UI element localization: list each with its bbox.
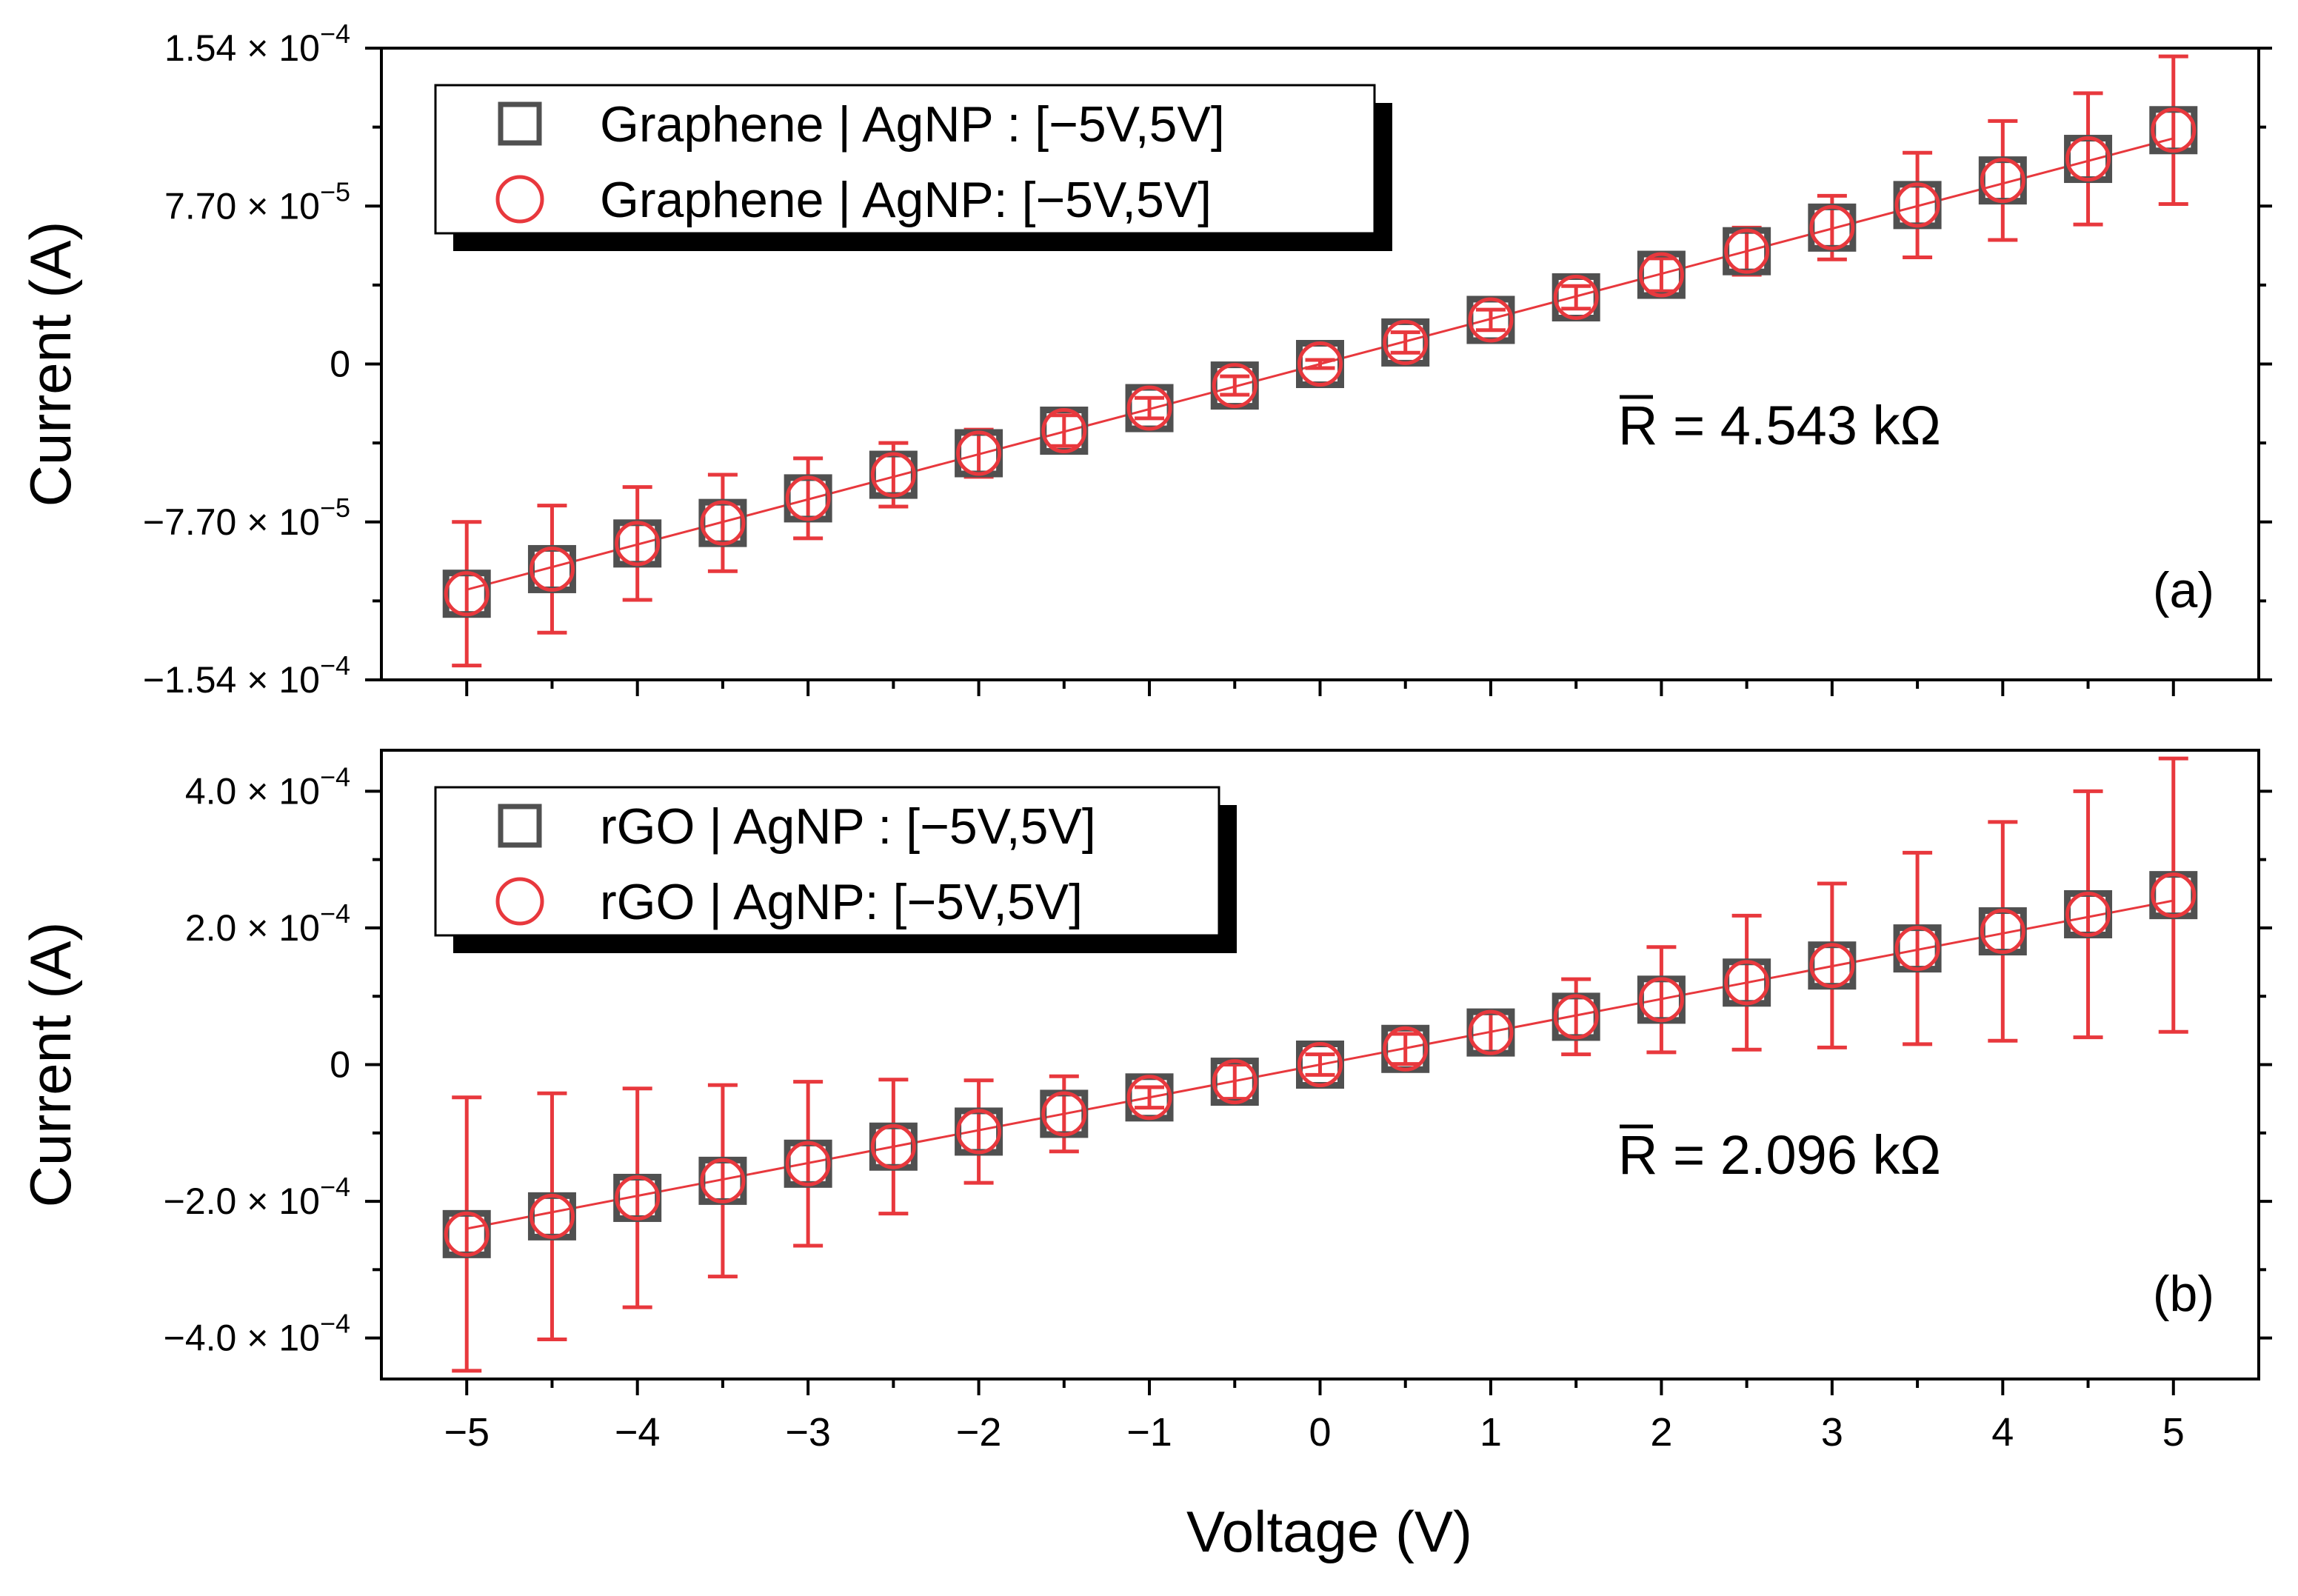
data-point-circle [1724, 228, 1770, 274]
data-point-circle [615, 521, 661, 567]
data-point-circle [1553, 274, 1599, 320]
data-point-circle [615, 1175, 661, 1221]
data-point-circle [700, 1158, 746, 1203]
data-point-circle [1809, 204, 1855, 250]
data-point-circle [956, 1109, 1002, 1155]
data-point-circle [444, 1211, 490, 1257]
legend-square-icon [498, 101, 542, 146]
data-point-circle [1468, 1009, 1514, 1055]
x-tick-label: −1 [1126, 1410, 1172, 1455]
panel-b: −4.0 × 10−4 −2.0 × 10−4 0 2.0 × 10−4 4.0 × 1… [18, 749, 2272, 1395]
data-point-circle [529, 546, 575, 592]
data-point-circle [1809, 943, 1855, 989]
panel-a: −1.54 × 10−4 −7.70 × 10−5 0 7.70 × 10−5 1.54… [18, 19, 2272, 701]
legend-circle-icon [495, 175, 544, 224]
data-point-circle [700, 500, 746, 546]
x-tick-label: 5 [2162, 1410, 2185, 1455]
data-point-circle [444, 571, 490, 617]
y-tick-label: 2.0 × 10−4 [185, 898, 350, 949]
data-point-circle [785, 475, 831, 521]
legend-label: Graphene | AgNP : [−5V,5V] [600, 96, 1225, 153]
x-tick-label: −2 [956, 1410, 1002, 1455]
y-tick-label: 1.54 × 10−4 [164, 19, 350, 69]
y-tick-label: −4.0 × 10−4 [164, 1309, 350, 1359]
legend-label: rGO | AgNP : [−5V,5V] [600, 798, 1096, 855]
data-point-circle [1894, 182, 1940, 228]
y-tick-label: −7.70 × 10−5 [143, 493, 350, 543]
data-point-circle [1383, 319, 1429, 365]
data-point-circle [1468, 297, 1514, 343]
legend-label: Graphene | AgNP: [−5V,5V] [600, 172, 1212, 228]
data-point-circle [1212, 363, 1257, 409]
data-point-circle [1724, 960, 1770, 1006]
y-tick-label: 0 [330, 344, 350, 385]
y-tick-label: 7.70 × 10−5 [164, 176, 350, 227]
y-axis-label: Current (A) [18, 922, 83, 1208]
data-point-circle [1980, 909, 2025, 955]
x-tick-label: −4 [615, 1410, 661, 1455]
data-point-circle [1212, 1059, 1257, 1105]
y-tick-label: 4.0 × 10−4 [185, 761, 350, 812]
panel-label: (a) [2153, 562, 2214, 618]
data-point-circle [2151, 872, 2197, 918]
data-point-circle [870, 1123, 916, 1169]
x-axis-label: Voltage (V) [1186, 1499, 1472, 1564]
data-point-circle [1297, 341, 1343, 387]
data-point-circle [1383, 1026, 1429, 1072]
data-point-circle [2151, 107, 2197, 153]
resistance-annotation: R = 4.543 kΩ [1618, 395, 1941, 456]
data-point-circle [2065, 136, 2111, 182]
data-point-circle [1297, 1042, 1343, 1087]
x-tick-label: −3 [785, 1410, 831, 1455]
data-point-circle [1553, 994, 1599, 1040]
data-point-circle [1041, 1091, 1087, 1137]
y-axis-label: Current (A) [18, 221, 83, 507]
legend-box [434, 84, 1376, 235]
data-point-circle [1126, 1075, 1172, 1121]
data-point-circle [1638, 977, 1684, 1023]
data-point-circle [1894, 926, 1940, 972]
data-point-circle [1126, 385, 1172, 431]
data-point-circle [870, 452, 916, 498]
data-point-circle [956, 430, 1002, 476]
y-tick-label: −1.54 × 10−4 [143, 650, 350, 701]
data-point-circle [1980, 158, 2025, 204]
legend-box [434, 786, 1220, 937]
data-point-circle [1041, 408, 1087, 454]
x-tick-label: 3 [1821, 1410, 1843, 1455]
legend-square-icon [498, 804, 542, 848]
data-point-circle [1638, 252, 1684, 298]
panel-label: (b) [2153, 1266, 2214, 1322]
x-tick-label: 1 [1480, 1410, 1502, 1455]
data-point-circle [529, 1193, 575, 1239]
x-tick-label: 0 [1309, 1410, 1331, 1455]
x-tick-label: −5 [444, 1410, 490, 1455]
data-point-circle [785, 1141, 831, 1186]
x-tick-label: 4 [1991, 1410, 2014, 1455]
y-tick-label: −2.0 × 10−4 [164, 1172, 350, 1222]
data-point-circle [2065, 891, 2111, 937]
y-tick-label: 0 [330, 1044, 350, 1086]
x-tick-label: 2 [1650, 1410, 1672, 1455]
legend-label: rGO | AgNP: [−5V,5V] [600, 874, 1083, 930]
legend-circle-icon [495, 877, 544, 926]
resistance-annotation: R = 2.096 kΩ [1618, 1124, 1941, 1186]
